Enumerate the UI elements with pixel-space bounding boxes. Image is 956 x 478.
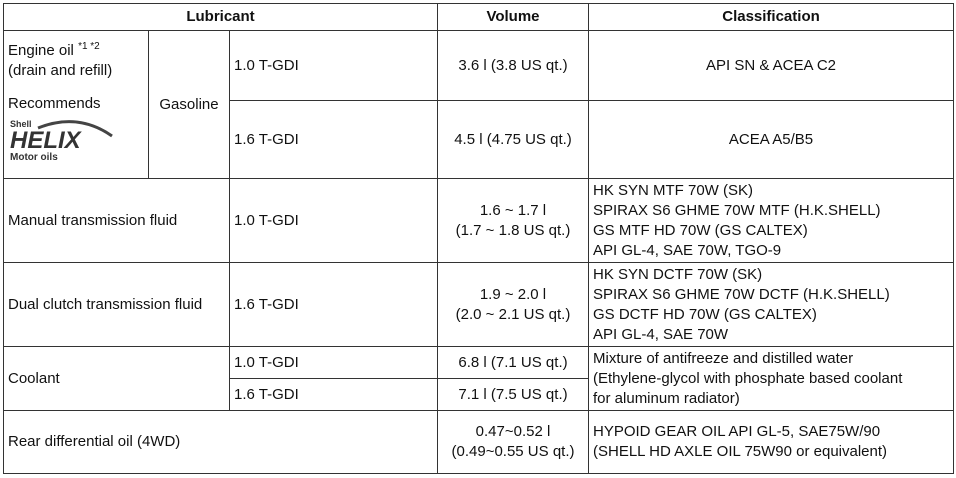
classification: HYPOID GEAR OIL API GL-5, SAE75W/90 (SHEL…: [588, 410, 954, 474]
recommends: Recommends: [8, 95, 101, 112]
line: 3.6 l (3.8 US qt.): [458, 56, 568, 74]
label: Manual transmission fluid: [3, 178, 230, 263]
line: Mixture of antifreeze and distilled wate…: [593, 349, 854, 367]
logo-swoosh: [37, 120, 113, 138]
line: GS MTF HD 70W (GS CALTEX): [593, 221, 808, 239]
line: 1.9 ~ 2.0 l: [479, 285, 547, 303]
header: Classification: [588, 3, 954, 31]
volume: 3.6 l (3.8 US qt.): [437, 30, 589, 101]
lubricant-table: Lubricant Volume Classification Engine o…: [3, 3, 954, 474]
volume: 7.1 l (7.5 US qt.): [437, 378, 589, 411]
classification: HK SYN MTF 70W (SK) SPIRAX S6 GHME 70W MT…: [588, 178, 954, 263]
engine: 1.6 T-GDI: [229, 378, 438, 411]
line: ACEA A5/B5: [728, 130, 814, 148]
classification: ACEA A5/B5: [588, 100, 954, 179]
line: (2.0 ~ 2.1 US qt.): [455, 305, 571, 323]
logo-brand: Shell: [10, 119, 32, 129]
line: SPIRAX S6 GHME 70W DCTF (H.K.SHELL): [593, 285, 890, 303]
line: (0.49~0.55 US qt.): [451, 443, 575, 460]
engine: 1.0 T-GDI: [229, 30, 438, 101]
header: Volume: [437, 3, 589, 31]
label: Rear differential oil (4WD): [3, 410, 438, 474]
line: SPIRAX S6 GHME 70W MTF (H.K.SHELL): [593, 201, 881, 219]
line: (Ethylene-glycol with phosphate based co…: [593, 369, 903, 387]
logo-name: HELIX: [10, 127, 83, 154]
label: Engine oil: [8, 42, 74, 59]
volume: 1.9 ~ 2.0 l (2.0 ~ 2.1 US qt.): [437, 262, 589, 347]
helix-logo: Shell HELIX Motor oils: [10, 119, 113, 163]
classification: Mixture of antifreeze and distilled wate…: [588, 346, 954, 411]
volume: 6.8 l (7.1 US qt.): [437, 346, 589, 379]
engine: 1.0 T-GDI: [229, 178, 438, 263]
line: for aluminum radiator): [593, 389, 740, 407]
notes: *1 *2: [78, 41, 100, 52]
line: GS DCTF HD 70W (GS CALTEX): [593, 305, 817, 323]
label: Coolant: [3, 346, 230, 411]
line: HK SYN DCTF 70W (SK): [593, 265, 763, 283]
logo-tagline: Motor oils: [10, 152, 58, 163]
line: API GL-4, SAE 70W, TGO-9: [593, 241, 782, 259]
volume: 1.6 ~ 1.7 l (1.7 ~ 1.8 US qt.): [437, 178, 589, 263]
header: Lubricant: [3, 3, 438, 31]
label: Dual clutch transmission fluid: [3, 262, 230, 347]
line: API SN & ACEA C2: [705, 56, 837, 74]
line: 0.47~0.52 l: [475, 423, 551, 440]
line: API GL-4, SAE 70W: [593, 325, 729, 343]
engine: 1.6 T-GDI: [229, 100, 438, 179]
line: 4.5 l (4.75 US qt.): [454, 130, 572, 148]
sub: (drain and refill): [8, 62, 113, 79]
classification: HK SYN DCTF 70W (SK) SPIRAX S6 GHME 70W D…: [588, 262, 954, 347]
volume: 0.47~0.52 l (0.49~0.55 US qt.): [437, 410, 589, 474]
engine: 1.6 T-GDI: [229, 262, 438, 347]
line: HK SYN MTF 70W (SK): [593, 181, 754, 199]
fuel: Gasoline: [148, 30, 230, 179]
engine-oil-cell: Engine oil *1 *2 (drain and refill) Reco…: [3, 30, 149, 179]
line: 1.6 ~ 1.7 l: [479, 201, 547, 219]
line: (1.7 ~ 1.8 US qt.): [455, 221, 571, 239]
classification: API SN & ACEA C2: [588, 30, 954, 101]
line: (SHELL HD AXLE OIL 75W90 or equivalent): [593, 443, 888, 460]
volume: 4.5 l (4.75 US qt.): [437, 100, 589, 179]
engine: 1.0 T-GDI: [229, 346, 438, 379]
line: HYPOID GEAR OIL API GL-5, SAE75W/90: [593, 423, 881, 440]
